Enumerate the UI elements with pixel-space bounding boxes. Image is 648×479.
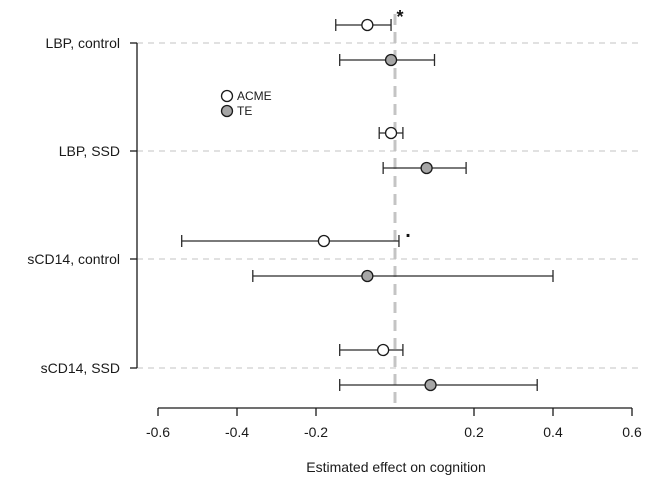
acme-2-point	[317, 234, 331, 248]
x-tick-label-0: -0.6	[146, 424, 170, 440]
legend-marker-acme	[220, 89, 234, 103]
significance-star: *	[396, 7, 403, 27]
te-0-point	[384, 53, 398, 67]
x-axis-title: Estimated effect on cognition	[306, 459, 486, 475]
x-tick-label-4: 0.4	[543, 424, 563, 440]
legend-marker-te	[220, 104, 234, 118]
acme-3-point	[376, 343, 390, 357]
te-1-point	[420, 161, 433, 175]
category-label-1: LBP, SSD	[59, 143, 120, 159]
x-tick-label-2: -0.2	[304, 424, 328, 440]
data-marks: *.	[181, 7, 554, 392]
grid-lines	[137, 42, 640, 369]
legend-label-te: TE	[237, 104, 252, 118]
te-2-point	[361, 269, 374, 283]
x-tick-label-1: -0.4	[225, 424, 249, 440]
category-label-2: sCD14, control	[27, 251, 120, 267]
marginal-significance-dot: .	[405, 220, 411, 242]
category-label-3: sCD14, SSD	[41, 360, 120, 376]
category-label-0: LBP, control	[46, 35, 120, 51]
legend-label-acme: ACME	[237, 89, 272, 103]
x-tick-label-3: 0.2	[464, 424, 484, 440]
x-axis: -0.6 -0.4 -0.2 0.2 0.4 0.6	[146, 407, 642, 440]
acme-1-point	[384, 126, 398, 140]
acme-0-point	[361, 18, 374, 32]
x-tick-label-5: 0.6	[622, 424, 642, 440]
y-axis: LBP, control LBP, SSD sCD14, control sCD14,…	[27, 35, 138, 376]
te-3-point	[424, 378, 437, 392]
